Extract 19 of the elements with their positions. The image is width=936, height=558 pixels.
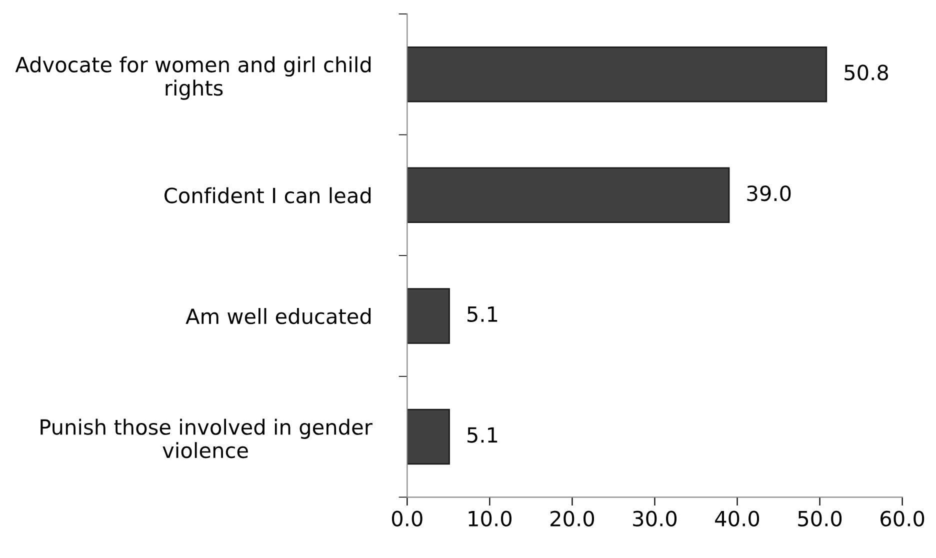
y-tick-label: Confident I can lead [164, 187, 371, 204]
x-tick-label: 0.0 [392, 510, 422, 526]
x-tick-label: 10.0 [468, 510, 512, 526]
y-tick-label: Punish those involved in gender violence [40, 418, 372, 458]
data-label: 5.1 [468, 306, 498, 322]
bar [407, 46, 828, 102]
x-tick-label: 60.0 [880, 510, 924, 526]
data-label: 39.0 [747, 185, 791, 202]
y-tick-label: Advocate for women and girl child rights [15, 56, 371, 100]
x-tick-label: 30.0 [633, 510, 677, 526]
x-tick-label: 50.0 [798, 510, 842, 526]
bar [407, 408, 450, 465]
bar [407, 167, 730, 224]
y-tick-label: Am well educated [186, 308, 371, 324]
data-label: 50.8 [844, 64, 888, 80]
bar [407, 288, 450, 344]
data-label: 5.1 [468, 427, 498, 443]
x-tick-label: 40.0 [715, 510, 760, 526]
x-tick-label: 20.0 [550, 510, 594, 526]
